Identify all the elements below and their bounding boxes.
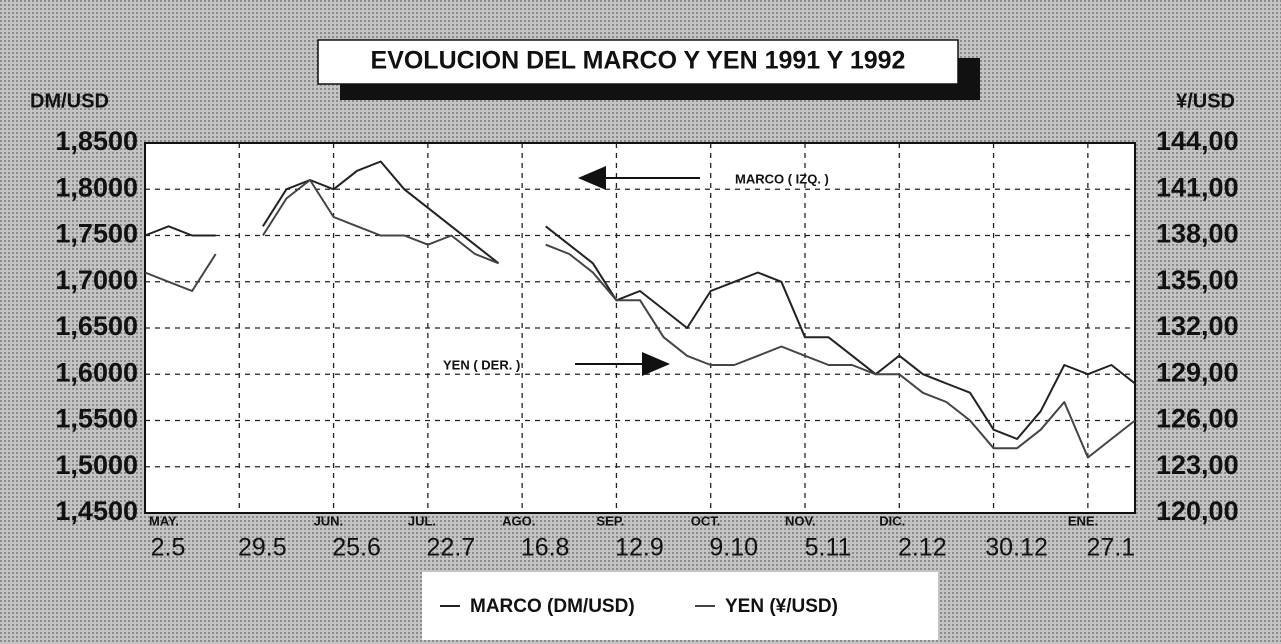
arrow-head	[578, 166, 606, 190]
x-tick-label: 27.1	[1087, 534, 1136, 562]
title-box	[317, 39, 959, 85]
month-label: JUL.	[408, 513, 436, 528]
y-axis-label: DM/USD	[30, 90, 109, 112]
annotation: MARCO ( IZQ. )	[735, 171, 829, 186]
y2-tick-label: 144,00	[1156, 126, 1239, 156]
x-tick-label: 29.5	[238, 534, 287, 562]
y2-axis-label: ¥/USD	[1176, 90, 1235, 112]
y-tick-label: 1,5000	[55, 450, 138, 480]
y-tick-label: 1,6500	[55, 311, 138, 341]
arrow-head	[642, 352, 670, 376]
y-tick-label: 1,7000	[55, 265, 138, 295]
y-tick-label: 1,8000	[55, 172, 138, 202]
y2-tick-label: 123,00	[1156, 450, 1239, 480]
x-tick-label: 9.10	[709, 534, 758, 562]
month-label: AGO.	[502, 513, 535, 528]
series-line	[144, 179, 1136, 459]
legend-label: YEN (¥/USD)	[725, 596, 838, 617]
y2-tick-label: 141,00	[1156, 172, 1239, 202]
month-label: SEP.	[596, 513, 624, 528]
y2-tick-label: 135,00	[1156, 265, 1239, 295]
x-tick-label: 12.9	[615, 534, 664, 562]
x-tick-label: 30.12	[985, 534, 1048, 562]
y-tick-label: 1,8500	[55, 126, 138, 156]
legend-box	[422, 572, 938, 640]
x-tick-label: 2.5	[151, 534, 186, 562]
month-label: NOV.	[785, 513, 816, 528]
x-tick-label: 5.11	[805, 534, 852, 562]
annotation: YEN ( DER. )	[443, 357, 520, 372]
y2-tick-label: 132,00	[1156, 311, 1239, 341]
month-label: DIC.	[879, 513, 905, 528]
y2-tick-label: 129,00	[1156, 357, 1239, 387]
legend: MARCO (DM/USD) YEN (¥/USD)	[440, 596, 838, 617]
month-label: ENE.	[1068, 513, 1098, 528]
y2-tick-label: 138,00	[1156, 219, 1239, 249]
y-tick-label: 1,6000	[55, 357, 138, 387]
month-label: OCT.	[691, 513, 721, 528]
y2-tick-label: 120,00	[1156, 496, 1239, 526]
x-tick-label: 2.12	[898, 534, 947, 562]
y-tick-label: 1,7500	[55, 219, 138, 249]
legend-label: MARCO (DM/USD)	[470, 596, 635, 617]
x-tick-label: 25.6	[332, 534, 381, 562]
y2-tick-label: 126,00	[1156, 404, 1239, 434]
month-label: JUN.	[314, 513, 344, 528]
y-tick-label: 1,5500	[55, 404, 138, 434]
y-tick-label: 1,4500	[55, 496, 138, 526]
chart-title: EVOLUCION DEL MARCO Y YEN 1991 Y 1992	[371, 47, 906, 75]
month-label: MAY.	[149, 513, 179, 528]
series-line	[144, 160, 1136, 440]
x-tick-label: 22.7	[427, 534, 476, 562]
x-tick-label: 16.8	[521, 534, 570, 562]
